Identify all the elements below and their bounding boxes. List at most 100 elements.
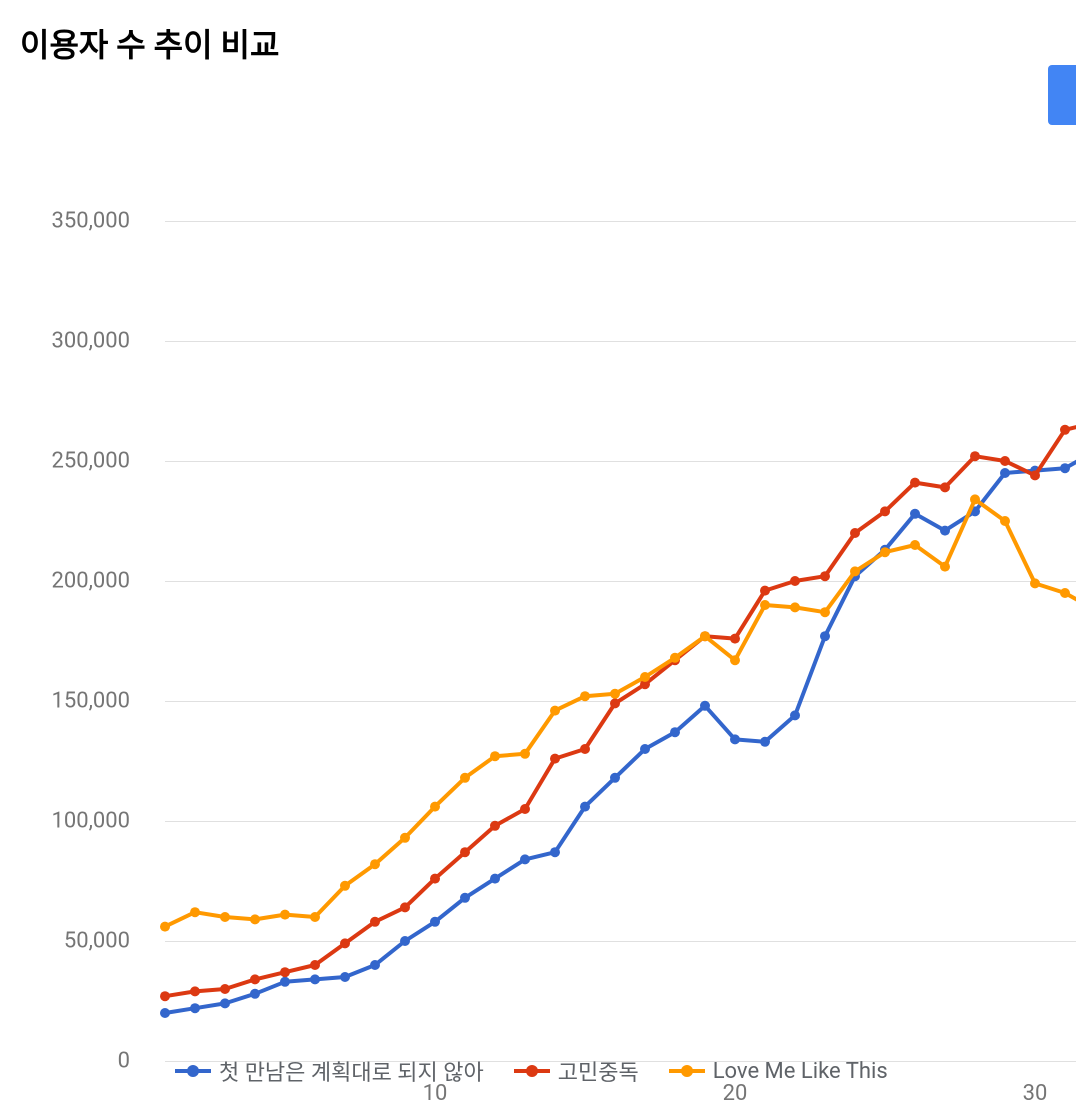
- series-marker: [220, 984, 230, 994]
- series-marker: [730, 634, 740, 644]
- series-marker: [610, 773, 620, 783]
- series-marker: [760, 586, 770, 596]
- series-marker: [670, 653, 680, 663]
- series-line: [165, 451, 1076, 1013]
- chart-svg: [165, 221, 1076, 1061]
- series-marker: [400, 902, 410, 912]
- y-axis-tick-label: 100,000: [30, 809, 130, 834]
- series-marker: [370, 917, 380, 927]
- series-marker: [1030, 470, 1040, 480]
- series-marker: [280, 910, 290, 920]
- y-axis-tick-label: 0: [30, 1049, 130, 1074]
- y-axis-tick-label: 300,000: [30, 329, 130, 354]
- series-marker: [1000, 456, 1010, 466]
- legend-marker-icon: [669, 1063, 705, 1079]
- series-marker: [430, 802, 440, 812]
- series-marker: [820, 571, 830, 581]
- series-marker: [790, 602, 800, 612]
- series-marker: [310, 960, 320, 970]
- series-marker: [940, 526, 950, 536]
- series-marker: [730, 734, 740, 744]
- action-button[interactable]: [1048, 65, 1076, 125]
- series-marker: [460, 773, 470, 783]
- series-marker: [220, 912, 230, 922]
- series-marker: [490, 874, 500, 884]
- series-marker: [640, 672, 650, 682]
- series-marker: [250, 974, 260, 984]
- series-marker: [700, 631, 710, 641]
- series-marker: [310, 912, 320, 922]
- series-line: [165, 499, 1076, 926]
- series-marker: [760, 600, 770, 610]
- series-marker: [1030, 578, 1040, 588]
- series-marker: [580, 744, 590, 754]
- series-marker: [610, 698, 620, 708]
- legend-label: 고민중독: [558, 1055, 639, 1087]
- series-marker: [460, 847, 470, 857]
- series-marker: [280, 977, 290, 987]
- plot-area: [165, 221, 1076, 1061]
- series-marker: [340, 972, 350, 982]
- series-line: [165, 423, 1076, 997]
- x-axis-tick-label: 30: [1023, 1081, 1048, 1106]
- series-marker: [280, 967, 290, 977]
- series-marker: [910, 540, 920, 550]
- series-marker: [190, 1003, 200, 1013]
- series-marker: [190, 986, 200, 996]
- series-marker: [730, 655, 740, 665]
- series-marker: [790, 710, 800, 720]
- y-axis-tick-label: 150,000: [30, 689, 130, 714]
- series-marker: [430, 917, 440, 927]
- series-marker: [400, 936, 410, 946]
- series-marker: [670, 727, 680, 737]
- series-marker: [310, 974, 320, 984]
- series-marker: [370, 859, 380, 869]
- series-marker: [250, 914, 260, 924]
- series-marker: [160, 922, 170, 932]
- series-marker: [340, 881, 350, 891]
- y-axis-tick-label: 350,000: [30, 209, 130, 234]
- chart-legend: 첫 만남은 계획대로 되지 않아 고민중독 Love Me Like This: [175, 1055, 888, 1087]
- series-marker: [460, 893, 470, 903]
- series-marker: [1060, 463, 1070, 473]
- series-marker: [970, 494, 980, 504]
- series-marker: [160, 991, 170, 1001]
- series-marker: [580, 802, 590, 812]
- series-marker: [910, 478, 920, 488]
- series-marker: [610, 689, 620, 699]
- legend-label: Love Me Like This: [713, 1059, 888, 1084]
- series-marker: [970, 451, 980, 461]
- series-marker: [1000, 516, 1010, 526]
- series-marker: [340, 938, 350, 948]
- series-marker: [940, 562, 950, 572]
- series-marker: [1060, 588, 1070, 598]
- series-marker: [250, 989, 260, 999]
- series-marker: [430, 874, 440, 884]
- series-marker: [550, 706, 560, 716]
- series-marker: [910, 509, 920, 519]
- series-marker: [880, 547, 890, 557]
- chart-title: 이용자 수 추이 비교: [20, 20, 1076, 66]
- series-marker: [490, 751, 500, 761]
- series-marker: [760, 737, 770, 747]
- series-marker: [850, 528, 860, 538]
- series-marker: [940, 482, 950, 492]
- y-axis-tick-label: 250,000: [30, 449, 130, 474]
- legend-item[interactable]: 고민중독: [514, 1055, 639, 1087]
- series-marker: [880, 506, 890, 516]
- series-marker: [370, 960, 380, 970]
- series-marker: [580, 691, 590, 701]
- series-marker: [790, 576, 800, 586]
- y-axis-tick-label: 50,000: [30, 929, 130, 954]
- series-marker: [190, 907, 200, 917]
- legend-item[interactable]: Love Me Like This: [669, 1059, 888, 1084]
- legend-marker-icon: [514, 1063, 550, 1079]
- series-marker: [640, 744, 650, 754]
- series-marker: [1000, 468, 1010, 478]
- legend-label: 첫 만남은 계획대로 되지 않아: [219, 1055, 484, 1087]
- y-axis-tick-label: 200,000: [30, 569, 130, 594]
- legend-item[interactable]: 첫 만남은 계획대로 되지 않아: [175, 1055, 484, 1087]
- series-marker: [490, 821, 500, 831]
- series-marker: [820, 607, 830, 617]
- series-marker: [550, 754, 560, 764]
